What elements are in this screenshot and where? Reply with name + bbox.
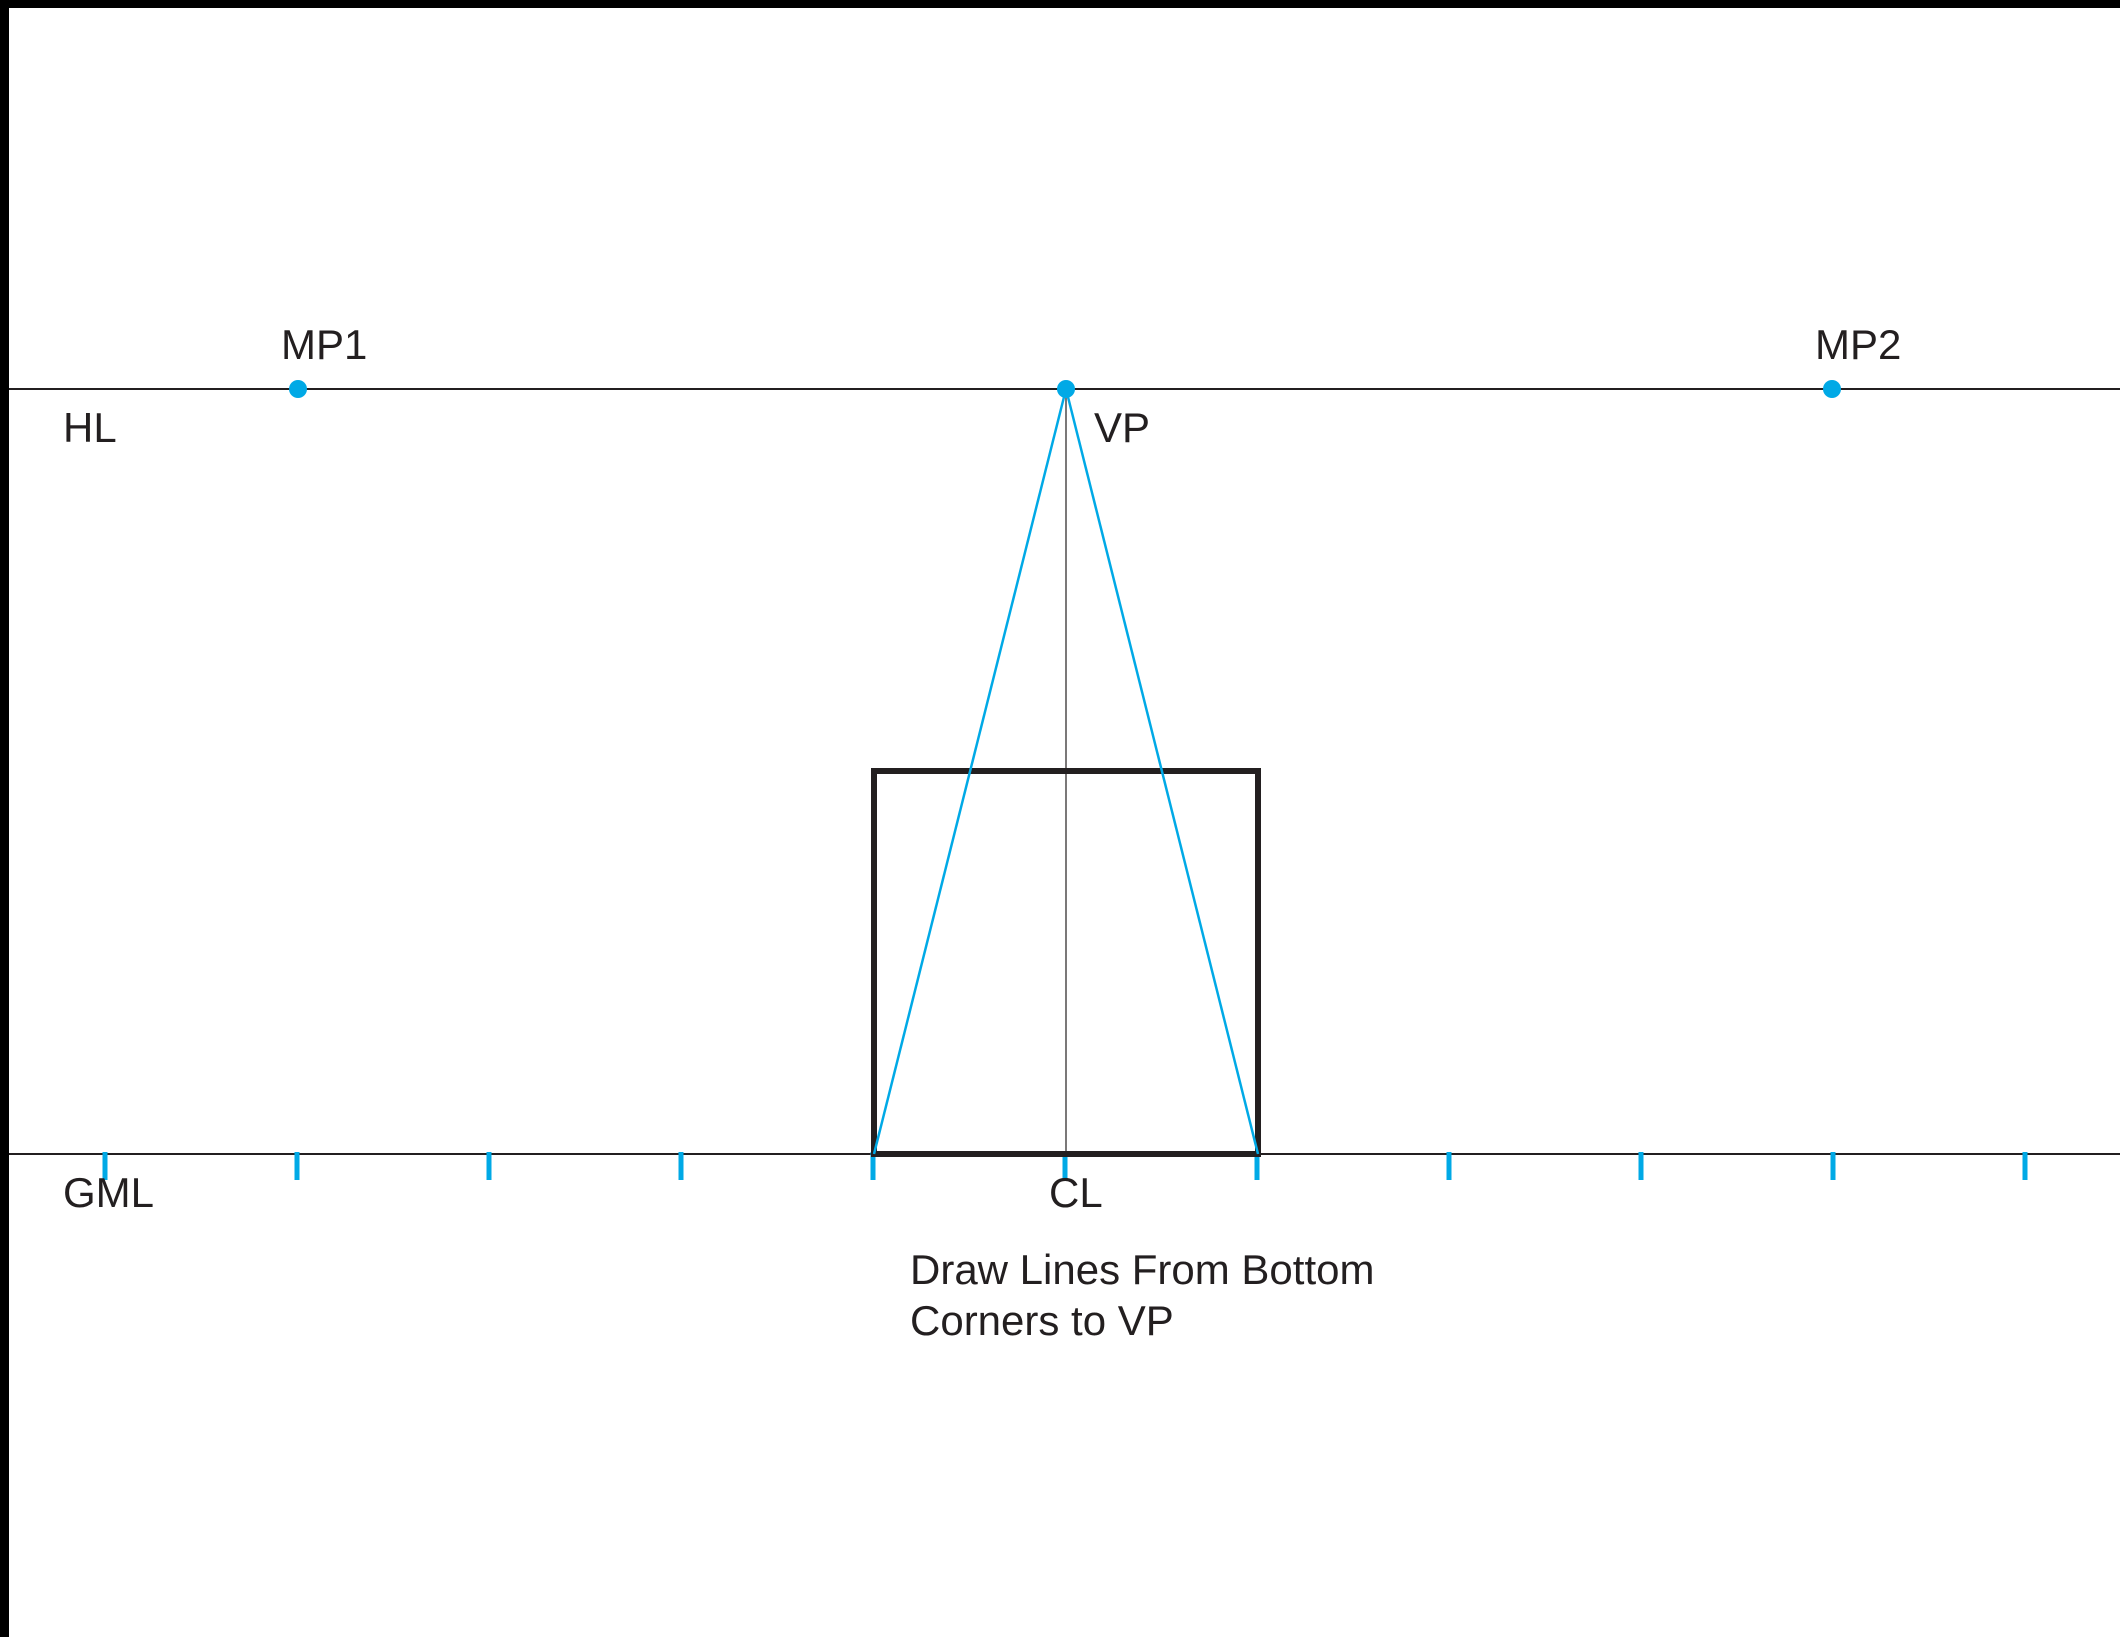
instruction-caption-line-2: Corners to VP xyxy=(910,1297,1174,1344)
construction-line-left xyxy=(872,388,1068,1155)
center-line-label: CL xyxy=(1049,1169,1103,1216)
instruction-caption-line-1: Draw Lines From Bottom xyxy=(910,1246,1374,1293)
frame-border-left xyxy=(0,0,9,1637)
measuring-point-2-dot xyxy=(1823,380,1841,398)
horizon-line-label: HL xyxy=(63,404,117,451)
frame-border-top xyxy=(0,0,2120,8)
construction-line-right xyxy=(1064,388,1260,1155)
vanishing-point-label: VP xyxy=(1094,404,1150,451)
vanishing-point-dot xyxy=(1057,380,1075,398)
measuring-point-1-dot xyxy=(289,380,307,398)
ground-line-label: GML xyxy=(63,1169,154,1216)
ground-ticks xyxy=(102,1152,2028,1180)
measuring-point-2-label: MP2 xyxy=(1815,321,1901,368)
square-outline xyxy=(871,768,1261,1157)
measuring-point-1-label: MP1 xyxy=(281,321,367,368)
